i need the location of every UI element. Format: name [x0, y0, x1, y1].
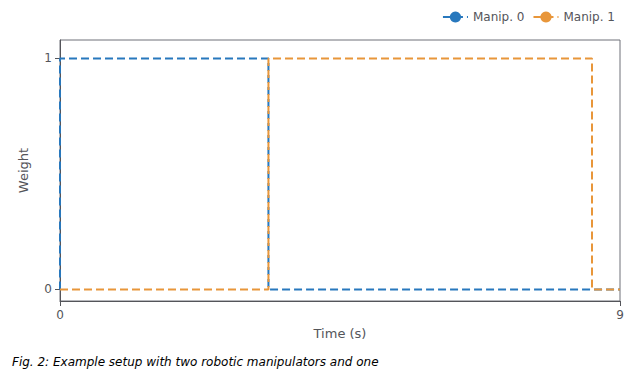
svg-text:Manip. 0: Manip. 0 — [473, 10, 525, 24]
svg-text:1: 1 — [44, 51, 52, 65]
svg-text:0: 0 — [56, 308, 64, 322]
svg-text:Manip. 1: Manip. 1 — [563, 10, 615, 24]
svg-text:0: 0 — [44, 282, 52, 296]
svg-text:Weight: Weight — [16, 148, 31, 193]
svg-text:Fig. 2: Example setup with two: Fig. 2: Example setup with two robotic m… — [12, 355, 379, 369]
svg-text:9: 9 — [616, 308, 624, 322]
svg-text:Time (s): Time (s) — [313, 326, 367, 341]
